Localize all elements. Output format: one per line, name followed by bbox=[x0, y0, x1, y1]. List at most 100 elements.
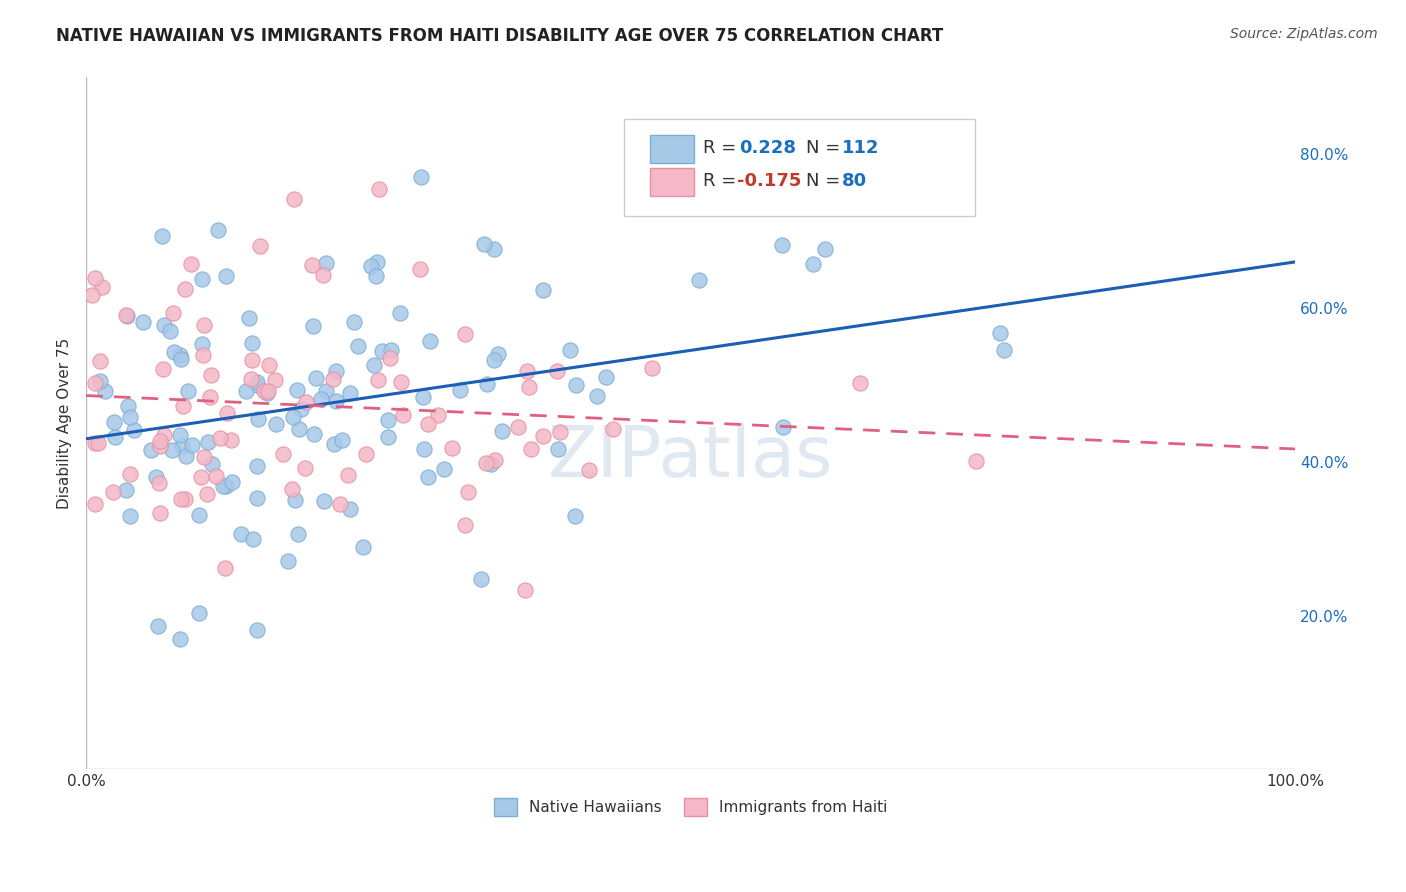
Point bbox=[367, 373, 389, 387]
Point bbox=[124, 423, 146, 437]
Point bbox=[271, 447, 294, 461]
Point bbox=[191, 272, 214, 286]
Point bbox=[264, 417, 287, 432]
Point bbox=[360, 260, 382, 274]
Point bbox=[482, 243, 505, 257]
Point bbox=[284, 493, 307, 508]
Point bbox=[188, 508, 211, 522]
Point bbox=[84, 436, 107, 450]
Point bbox=[177, 384, 200, 398]
Point bbox=[180, 438, 202, 452]
Point bbox=[409, 170, 432, 185]
Point bbox=[149, 439, 172, 453]
Point bbox=[193, 318, 215, 332]
Point bbox=[160, 442, 183, 457]
Y-axis label: Disability Age Over 75: Disability Age Over 75 bbox=[58, 338, 72, 509]
Point bbox=[482, 353, 505, 368]
Point bbox=[564, 509, 586, 524]
Point bbox=[325, 393, 347, 408]
Point bbox=[475, 456, 498, 470]
Point bbox=[433, 462, 456, 476]
Point bbox=[377, 412, 399, 426]
Point bbox=[115, 309, 138, 323]
Point bbox=[139, 443, 162, 458]
Legend: Native Hawaiians, Immigrants from Haiti: Native Hawaiians, Immigrants from Haiti bbox=[486, 790, 896, 824]
Point bbox=[235, 384, 257, 398]
Point bbox=[484, 452, 506, 467]
Point bbox=[329, 497, 352, 511]
Point bbox=[378, 351, 401, 365]
Point bbox=[548, 425, 571, 439]
Point bbox=[488, 346, 510, 360]
Point bbox=[215, 406, 238, 420]
Point bbox=[366, 255, 388, 269]
Point bbox=[221, 475, 243, 489]
Point bbox=[377, 430, 399, 444]
Point bbox=[94, 384, 117, 398]
Point bbox=[153, 428, 176, 442]
Point bbox=[285, 383, 308, 397]
Point bbox=[288, 422, 311, 436]
Point bbox=[849, 376, 872, 390]
Point bbox=[413, 442, 436, 456]
Point bbox=[354, 447, 377, 461]
Point bbox=[82, 288, 104, 302]
Point bbox=[204, 469, 226, 483]
Text: Source: ZipAtlas.com: Source: ZipAtlas.com bbox=[1230, 27, 1378, 41]
Point bbox=[115, 309, 138, 323]
Point bbox=[347, 339, 370, 353]
Point bbox=[170, 439, 193, 453]
Point bbox=[508, 420, 530, 434]
Point bbox=[323, 437, 346, 451]
Point bbox=[118, 467, 141, 481]
Point bbox=[170, 492, 193, 507]
Point bbox=[150, 228, 173, 243]
Point bbox=[242, 532, 264, 546]
Point bbox=[153, 318, 176, 332]
Point bbox=[208, 431, 231, 445]
Point bbox=[565, 377, 588, 392]
Point bbox=[547, 442, 569, 457]
Point bbox=[87, 436, 110, 450]
Point bbox=[201, 457, 224, 471]
Point bbox=[191, 337, 214, 351]
Point bbox=[252, 384, 274, 398]
Point bbox=[325, 363, 347, 377]
Point bbox=[83, 497, 105, 511]
Point bbox=[117, 399, 139, 413]
Point bbox=[163, 344, 186, 359]
Point bbox=[368, 182, 391, 196]
Point bbox=[380, 343, 402, 358]
Point bbox=[246, 623, 269, 637]
Point bbox=[229, 527, 252, 541]
Point bbox=[491, 425, 513, 439]
Point bbox=[641, 360, 664, 375]
Point bbox=[363, 359, 385, 373]
Point bbox=[426, 408, 449, 422]
Point bbox=[470, 572, 492, 586]
Point bbox=[290, 402, 312, 417]
Point bbox=[517, 380, 540, 394]
Point bbox=[148, 476, 170, 491]
Point bbox=[520, 442, 543, 456]
Point bbox=[193, 450, 215, 465]
Point bbox=[301, 319, 323, 334]
Text: N =: N = bbox=[806, 172, 845, 190]
Point bbox=[264, 373, 287, 387]
Point bbox=[162, 306, 184, 320]
Point bbox=[207, 223, 229, 237]
Point bbox=[148, 506, 170, 520]
Point bbox=[242, 336, 264, 351]
Point bbox=[219, 433, 242, 447]
Point bbox=[595, 370, 617, 384]
Text: R =: R = bbox=[703, 172, 742, 190]
Point bbox=[249, 239, 271, 253]
Text: -0.175: -0.175 bbox=[737, 172, 801, 190]
Point bbox=[449, 384, 471, 398]
Point bbox=[301, 258, 323, 272]
Point bbox=[287, 527, 309, 541]
Point bbox=[240, 352, 263, 367]
Text: N =: N = bbox=[806, 139, 845, 157]
Point bbox=[602, 422, 624, 436]
Point bbox=[83, 376, 105, 390]
